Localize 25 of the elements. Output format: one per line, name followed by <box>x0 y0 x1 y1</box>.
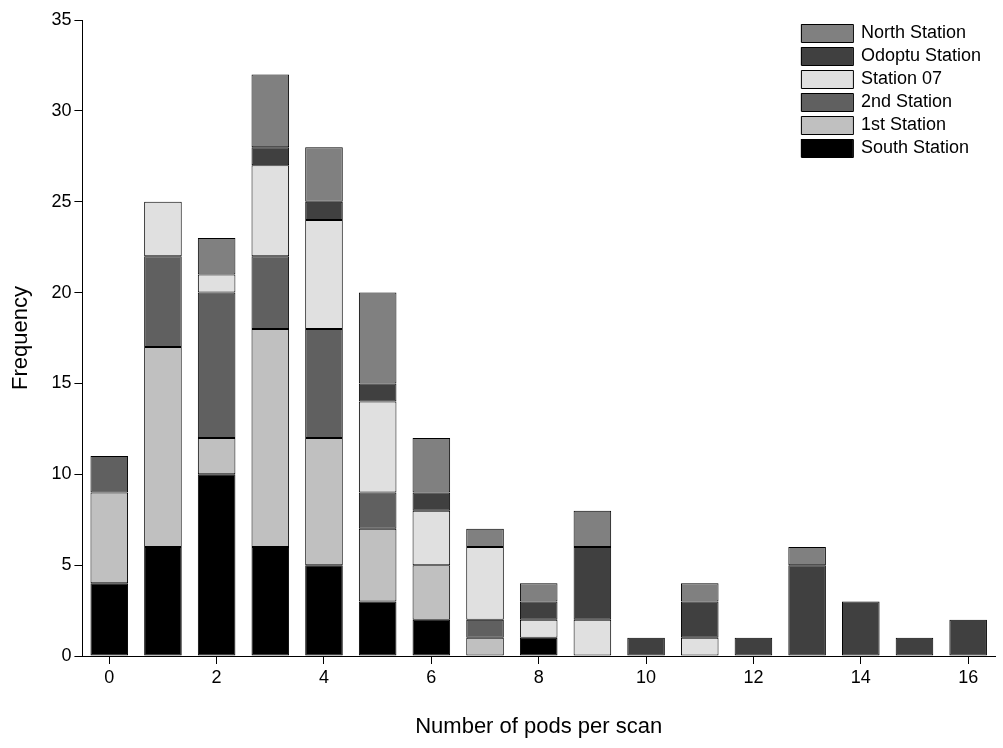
legend-label: Station 07 <box>860 67 942 88</box>
x-tick-label: 14 <box>850 666 871 687</box>
y-tick-label: 35 <box>51 8 72 29</box>
x-tick-label: 8 <box>533 666 544 687</box>
legend-label: South Station <box>860 136 970 157</box>
legend-label: 2nd Station <box>860 90 952 111</box>
y-tick-label: 30 <box>51 99 72 120</box>
y-tick-label: 15 <box>51 372 72 393</box>
x-tick-label: 16 <box>958 666 979 687</box>
y-axis-title: Frequency <box>7 286 33 390</box>
x-tick-label: 10 <box>636 666 657 687</box>
legend-label: Odoptu Station <box>860 44 982 65</box>
x-tick-label: 2 <box>211 666 222 687</box>
y-tick-label: 5 <box>61 554 72 575</box>
x-tick-label: 12 <box>743 666 764 687</box>
legend-label: North Station <box>860 21 966 42</box>
legend-label: 1st Station <box>860 113 946 134</box>
y-tick-label: 0 <box>61 644 72 665</box>
y-tick-label: 10 <box>51 463 72 484</box>
y-tick-label: 25 <box>51 190 72 211</box>
x-tick-label: 4 <box>318 666 329 687</box>
x-axis-title: Number of pods per scan <box>415 712 663 738</box>
x-tick-label: 0 <box>104 666 115 687</box>
y-tick-label: 20 <box>51 281 72 302</box>
x-tick-label: 6 <box>426 666 437 687</box>
